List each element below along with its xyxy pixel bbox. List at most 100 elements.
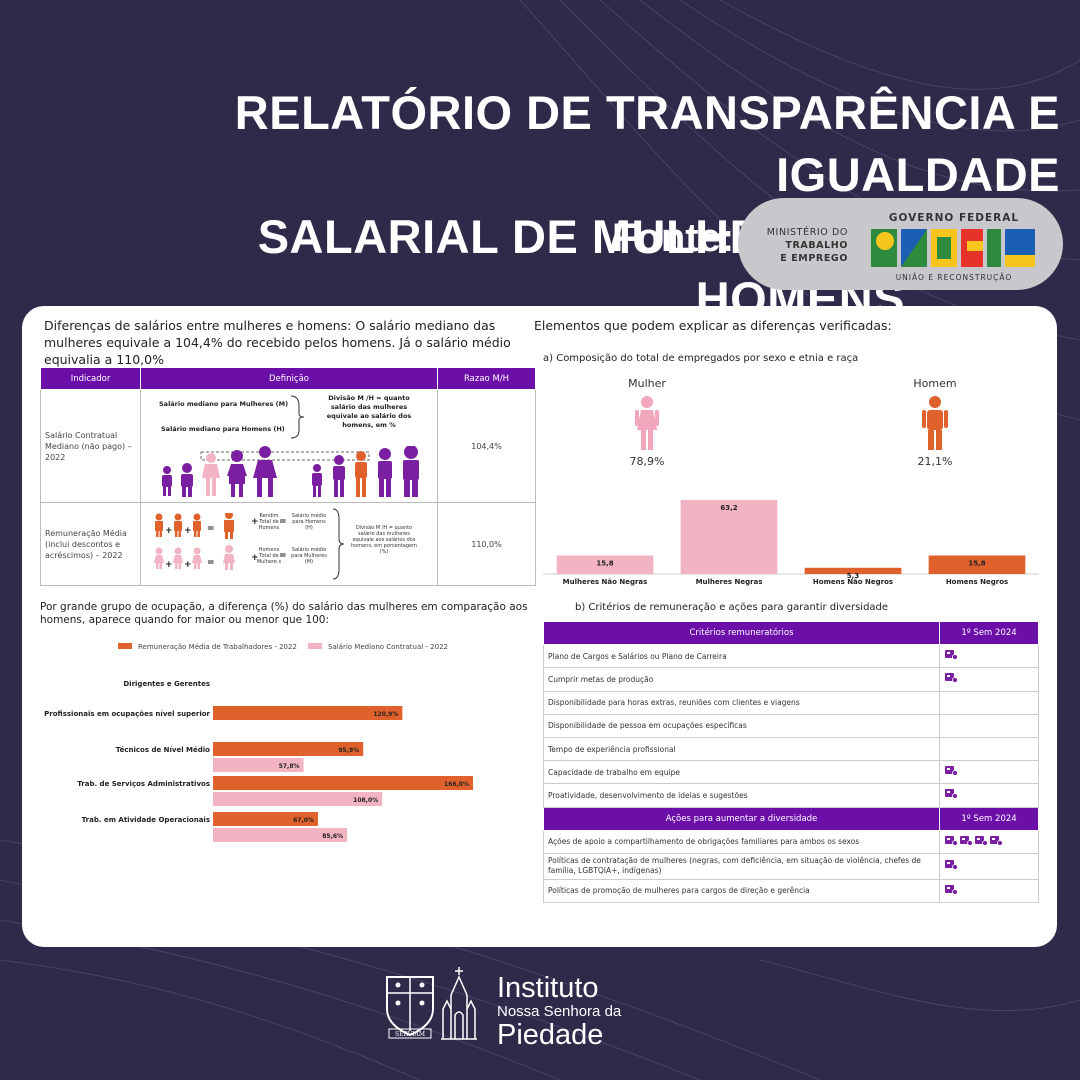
composition-bar-chart: 15,8 Mulheres Não Negras 63,2 Mulheres Negr… <box>543 500 1039 586</box>
institute-line-2: Nossa Senhora da <box>497 1003 622 1020</box>
family-figures-icon <box>162 446 419 497</box>
criteria-table: Critérios remuneratórios 1º Sem 2024 Pla… <box>543 620 1039 904</box>
brace-icon <box>290 395 305 439</box>
legend-label: Salário Mediano Contratual - 2022 <box>328 643 448 651</box>
institute-name: Instituto Nossa Senhora da Piedade <box>497 973 621 1050</box>
criteria-icons <box>939 713 1039 738</box>
criteria-icon-dot <box>952 839 958 846</box>
ratio-cell: 110,0% <box>437 502 536 586</box>
bar <box>213 742 364 756</box>
men-group: Homem 21,1% <box>900 377 970 468</box>
indicator-cell: Salário Contratual Mediano (não pago) – … <box>40 389 141 503</box>
man-icon <box>922 396 948 450</box>
bar-value-label: 108,0% <box>353 797 378 804</box>
brace-icon-2 <box>332 508 345 580</box>
bar <box>213 792 383 806</box>
svg-text:=: = <box>207 524 215 534</box>
legend-swatch <box>118 643 132 649</box>
category-label: Profissionais em ocupações nível superio… <box>44 710 210 718</box>
bar-value-label: 15,8 <box>596 560 613 568</box>
occupation-bar-chart: Remuneração Média de Trabalhadores - 202… <box>44 643 473 842</box>
legend-swatch <box>308 643 322 649</box>
criteria-icon-dot <box>952 770 958 777</box>
title-line-1: RELATÓRIO DE TRANSPARÊNCIA E IGUALDADE <box>234 86 1060 201</box>
check-people-icon <box>945 859 958 870</box>
svg-text:+: + <box>184 526 192 536</box>
criteria-subtitle: b) Critérios de remuneração e ações para… <box>575 602 889 613</box>
svg-text:+: + <box>184 560 192 570</box>
criteria-icon-mark <box>947 791 950 794</box>
uniao-reconstrucao-label: UNIÃO E RECONSTRUÇÃO <box>895 273 1013 282</box>
m-total-text: Homens Total de Mulhere s <box>256 547 282 565</box>
diversity-header-label: Ações para aumentar a diversidade <box>543 806 940 831</box>
criteria-icon-mark <box>947 768 950 771</box>
criteria-icon-dot <box>952 677 958 684</box>
criteria-icons <box>939 667 1039 692</box>
diversity-header-sem: 1º Sem 2024 <box>939 806 1039 831</box>
criteria-icon-dot <box>982 839 988 846</box>
criteria-icon-dot <box>952 863 958 870</box>
bar <box>804 567 902 574</box>
institute-line-3: Piedade <box>497 1019 604 1051</box>
header-definicao: Definição <box>140 367 438 390</box>
equals-symbol-2: = <box>279 551 287 561</box>
bar <box>213 828 348 842</box>
indicator-cell: Remuneração Média (inclui descontos e ac… <box>40 502 141 586</box>
def-m-text: Salário mediano para Mulheres (M) <box>159 400 289 408</box>
category-label: Homens Não Negros <box>813 578 893 586</box>
criteria-icon-mark <box>977 837 980 840</box>
criteria-label: Plano de Cargos e Salários ou Plano de C… <box>543 644 940 669</box>
criteria-icon-dot <box>952 654 958 661</box>
table-row: Proatividade, desenvolvimento de ideias … <box>543 783 1039 808</box>
criteria-icons <box>939 852 1039 880</box>
bar <box>213 812 318 826</box>
criteria-header-label: Critérios remuneratórios <box>543 620 940 646</box>
bar-value-label: 57,8% <box>279 763 300 770</box>
plus-symbol-2: + <box>251 553 259 563</box>
criteria-label: Proatividade, desenvolvimento de ideias … <box>543 783 940 808</box>
bar-value-label: 95,9% <box>338 747 359 754</box>
criteria-icon-dot <box>967 839 973 846</box>
bar-value-label: 85,6% <box>322 833 343 840</box>
criteria-icon-mark <box>962 837 965 840</box>
criteria-icon-dot <box>952 793 958 800</box>
header-indicador: Indicador <box>40 367 141 390</box>
source-label: Fonte: <box>612 216 735 260</box>
diversity-label: Políticas de promoção de mulheres para c… <box>543 878 940 904</box>
table-row: Disponibilidade de pessoa em ocupações e… <box>543 713 1039 738</box>
check-people-icon <box>945 789 958 800</box>
criteria-label: Cumprir metas de produção <box>543 667 940 692</box>
criteria-label: Capacidade de trabalho em equipe <box>543 760 940 785</box>
crest-icon: SERVIAM <box>386 967 477 1040</box>
category-label: Mulheres Negras <box>696 578 763 586</box>
bar-value-label: 166,0% <box>444 781 469 788</box>
institute-logo: SERVIAM Instituto Nossa Senhora da Pieda… <box>385 965 635 1050</box>
bar <box>213 706 403 720</box>
intro-right: Elementos que podem explicar as diferenç… <box>534 318 892 333</box>
brasil-logo <box>871 229 1035 267</box>
criteria-icons <box>939 736 1039 762</box>
check-people-icon <box>945 835 1003 846</box>
criteria-icon-mark <box>947 675 950 678</box>
criteria-label: Disponibilidade de pessoa em ocupações e… <box>543 713 940 738</box>
category-label: Técnicos de Nível Médio <box>116 746 210 754</box>
criteria-icon-dot <box>952 889 958 895</box>
criteria-icons <box>939 690 1039 715</box>
definition-cell: + + = + + = + Rendim Total de Homens = Salár… <box>140 502 438 586</box>
diversity-label: Ações de apoio a compartilhamento de obr… <box>543 829 940 854</box>
criteria-icon-mark <box>947 861 950 864</box>
table-row: Tempo de experiência profissional <box>543 736 1039 762</box>
women-percent: 78,9% <box>629 455 665 468</box>
governo-federal-label: GOVERNO FEDERAL <box>888 212 1020 224</box>
check-people-icon <box>945 884 958 895</box>
table-row: Salário Contratual Mediano (não pago) – … <box>40 389 536 503</box>
government-badge: MINISTÉRIO DO TRABALHO E EMPREGO GOVERNO… <box>738 198 1063 290</box>
svg-text:+: + <box>165 560 173 570</box>
table-row: Políticas de promoção de mulheres para c… <box>543 878 1039 904</box>
table-row: Políticas de contratação de mulheres (ne… <box>543 852 1039 880</box>
check-people-icon <box>945 650 958 661</box>
crest-motto: SERVIAM <box>395 1031 425 1038</box>
average-figures-icon: + + = + + = <box>154 513 235 570</box>
table-row: Remuneração Média (inclui descontos e ac… <box>40 502 536 586</box>
header-razao: Razao M/H <box>437 367 536 390</box>
